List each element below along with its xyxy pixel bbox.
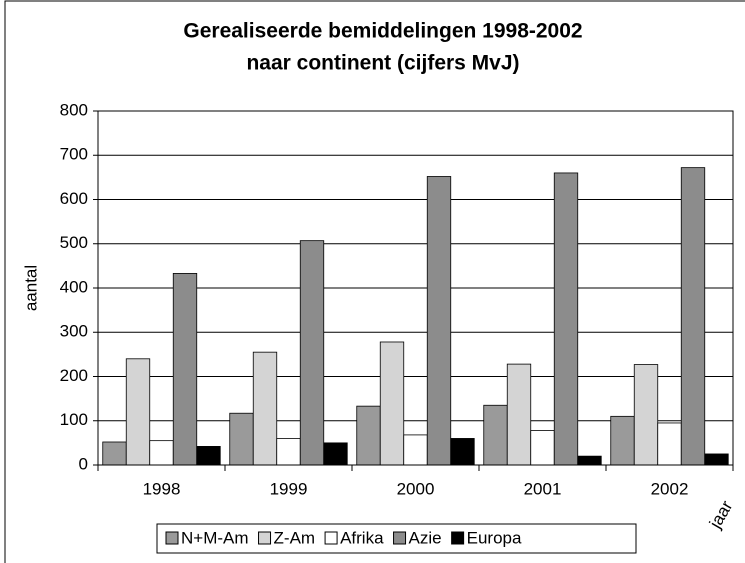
y-tick-label: 200 (60, 366, 88, 385)
y-tick-label: 400 (60, 277, 88, 296)
bar (483, 404, 508, 466)
bar (299, 240, 325, 466)
x-tick-label: 2000 (397, 479, 435, 498)
y-tick-label: 700 (60, 145, 88, 164)
bar (379, 341, 405, 466)
legend-swatch (393, 531, 407, 545)
legend-label: Europa (467, 528, 522, 547)
bar (633, 364, 659, 466)
legend-label: Z-Am (274, 528, 316, 547)
x-tick-label: 2001 (524, 479, 562, 498)
legend-label: Azie (409, 528, 442, 547)
bar (577, 455, 602, 466)
bar (149, 440, 174, 466)
chart-title: naar continent (cijfers MvJ) (246, 52, 519, 75)
y-tick-label: 300 (60, 322, 88, 341)
legend-label: Afrika (340, 528, 384, 547)
bar (172, 272, 198, 466)
legend-label: N+M-Am (181, 528, 249, 547)
bar (323, 442, 348, 466)
bar (196, 446, 221, 466)
bar (553, 172, 579, 466)
legend-swatch (451, 531, 465, 545)
bar (125, 358, 151, 466)
bar (356, 405, 381, 466)
bar (229, 412, 254, 466)
legend-swatch (324, 531, 338, 545)
y-tick-label: 0 (79, 454, 88, 473)
bar (426, 176, 452, 466)
y-tick-label: 800 (60, 100, 88, 119)
x-tick-label: 1998 (143, 479, 181, 498)
legend-swatch (258, 531, 272, 545)
bar (450, 438, 475, 466)
bar (704, 453, 729, 466)
y-tick-label: 600 (60, 189, 88, 208)
bar (252, 351, 278, 466)
x-tick-label: 2002 (651, 479, 689, 498)
bar (610, 415, 635, 466)
bar (680, 167, 706, 466)
bar (530, 430, 555, 466)
y-axis-label: aantal (21, 265, 40, 311)
legend-swatch (165, 531, 179, 545)
x-tick-label: 1999 (270, 479, 308, 498)
y-tick-label: 100 (60, 410, 88, 429)
bar (657, 422, 682, 466)
bar (506, 363, 532, 466)
bar (102, 441, 127, 466)
chart-title: Gerealiseerde bemiddelingen 1998-2002 (183, 20, 582, 43)
bar (403, 434, 428, 466)
bar (276, 438, 301, 466)
y-tick-label: 500 (60, 233, 88, 252)
